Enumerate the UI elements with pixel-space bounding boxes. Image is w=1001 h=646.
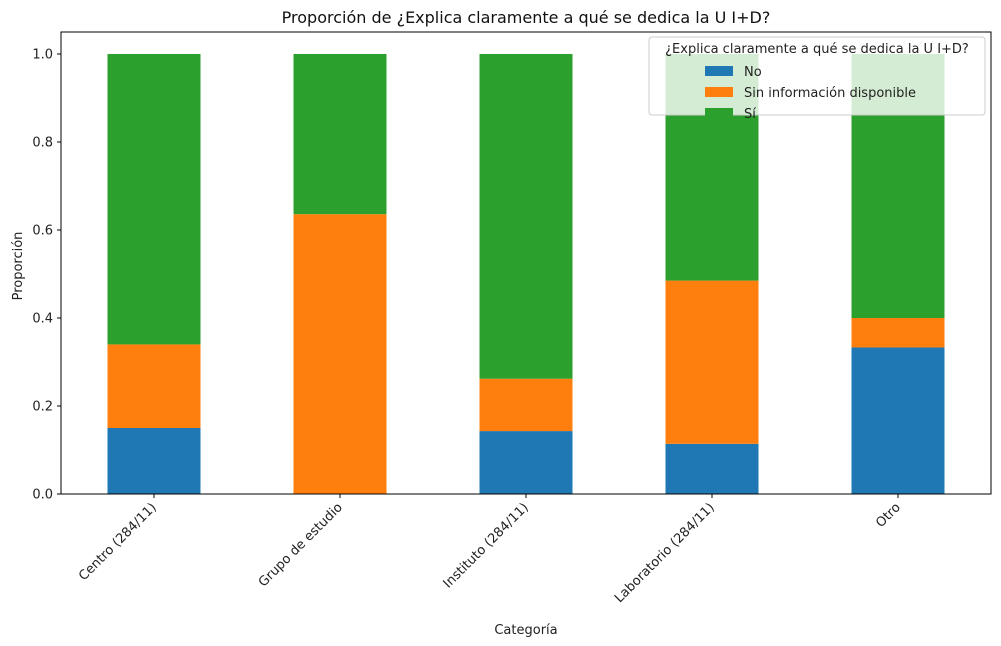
x-tick-label: Otro [873, 500, 904, 531]
bar-segment [665, 280, 759, 444]
bar-segment [479, 54, 573, 379]
bar-segment [479, 378, 573, 432]
legend-swatch [705, 87, 733, 97]
legend-title: ¿Explica claramente a qué se dedica la U… [665, 42, 969, 57]
chart-title: Proporción de ¿Explica claramente a qué … [282, 8, 771, 27]
x-tick-label: Centro (284/11) [76, 500, 160, 584]
legend-label: Sí [744, 107, 756, 122]
x-tick-label: Instituto (284/11) [441, 500, 532, 591]
y-tick-label: 0.6 [32, 224, 53, 239]
bar-segment [107, 344, 201, 428]
y-axis-title: Proporción [11, 232, 26, 301]
y-tick-label: 0.4 [32, 312, 53, 327]
bar-segment [293, 54, 387, 215]
legend-label: Sin información disponible [744, 86, 916, 101]
bar-segment [107, 428, 201, 494]
bar-segment [293, 214, 387, 494]
legend-label: No [744, 65, 762, 80]
legend-swatch [705, 66, 733, 76]
bar-segment [665, 443, 759, 494]
y-tick-label: 0.8 [32, 136, 53, 151]
x-axis-title: Categoría [494, 623, 557, 638]
x-tick-label: Grupo de estudio [256, 500, 346, 590]
y-tick-label: 0.2 [32, 400, 53, 415]
bar-segment [851, 318, 945, 348]
bar-segment [851, 347, 945, 494]
x-tick-label: Laboratorio (284/11) [612, 500, 718, 606]
bar-segment [479, 431, 573, 494]
y-tick-label: 1.0 [32, 48, 53, 63]
legend: ¿Explica claramente a qué se dedica la U… [648, 36, 986, 122]
bars-layer [107, 54, 945, 494]
bar-segment [107, 54, 201, 345]
y-tick-label: 0.0 [32, 488, 53, 503]
legend-swatch [705, 108, 733, 118]
